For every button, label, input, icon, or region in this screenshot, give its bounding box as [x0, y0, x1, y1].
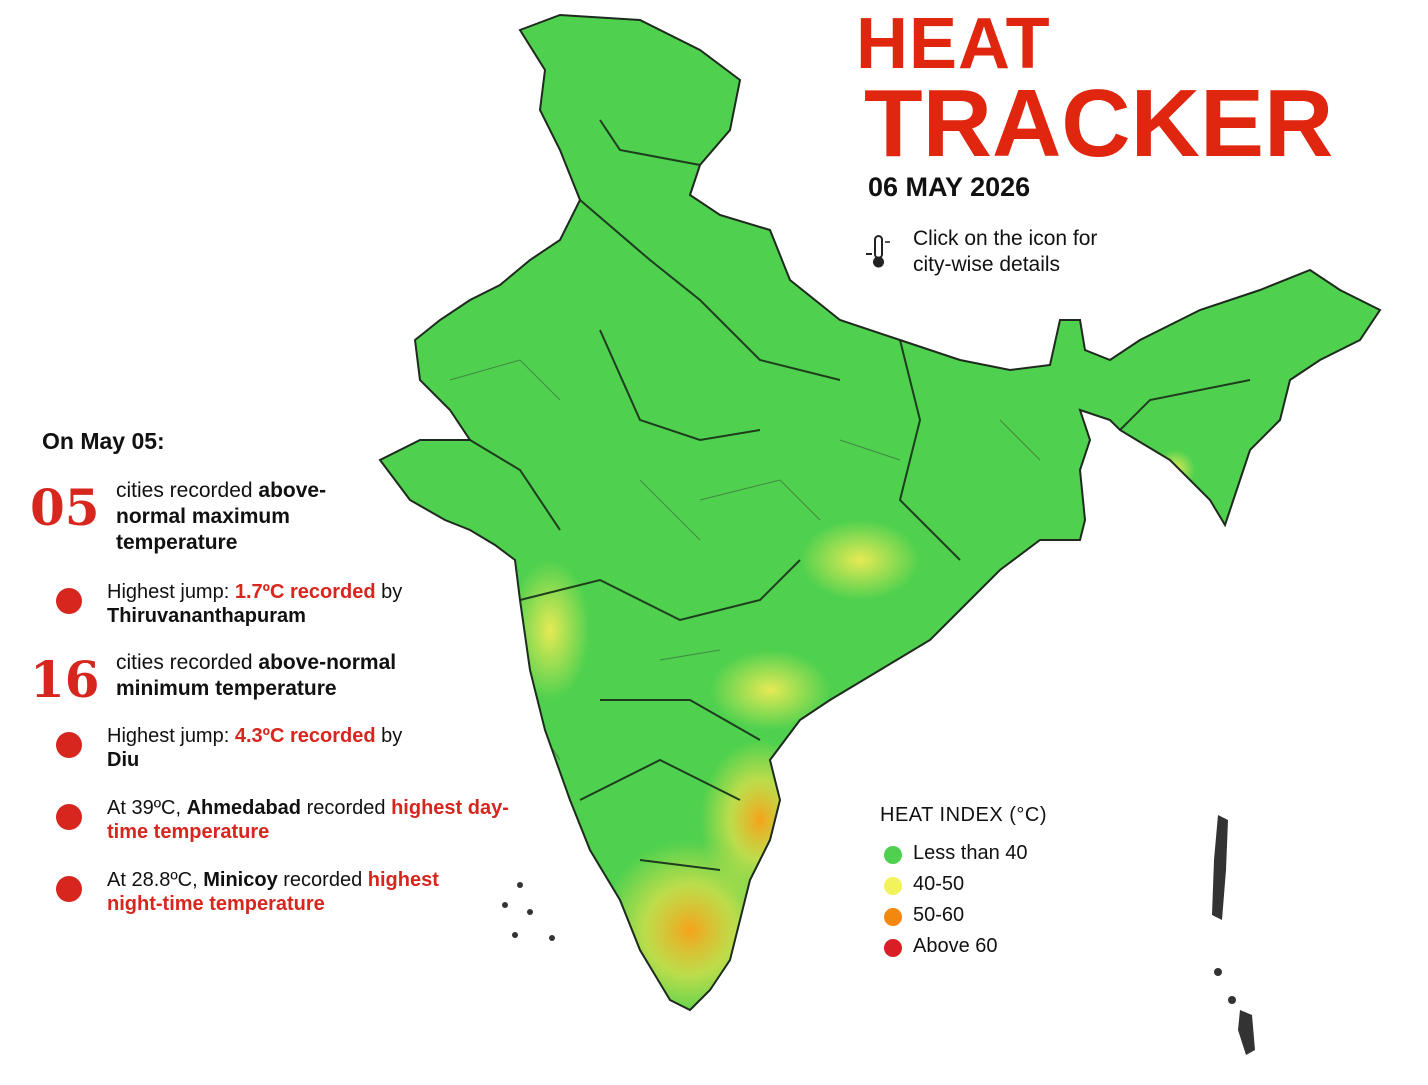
summary-heading: On May 05: [42, 428, 165, 454]
hint: Click on the icon for city-wise details [913, 227, 1098, 276]
bullet-dot [56, 804, 82, 830]
date: 06 MAY 2026 [868, 172, 1031, 202]
text-run: At 39ºC, [107, 797, 187, 819]
text-run: Highest jump: [107, 581, 235, 603]
text-run: Minicoy [203, 869, 278, 891]
text-run: cities recorded [116, 479, 259, 502]
legend-swatch [884, 939, 902, 957]
bullet-dot [56, 876, 82, 902]
legend-swatch [884, 908, 902, 926]
text-run: by [375, 581, 403, 603]
text-run: recorded [277, 869, 368, 891]
thermometer-icon[interactable] [862, 234, 894, 270]
bullet-dot [56, 732, 82, 758]
text-run: above-normal minimum temperature [116, 651, 397, 700]
bullet-text: At 39ºC, Ahmedabad recorded highest day-… [107, 796, 512, 844]
text-run: recorded [301, 797, 392, 819]
stat-number: 05 [30, 478, 100, 537]
legend-swatch [884, 877, 902, 895]
text-run: highest night-time temperature [107, 869, 439, 915]
text-run: highest day-time temperature [107, 797, 509, 843]
legend-label: Above 60 [913, 935, 998, 957]
legend-label: Less than 40 [913, 842, 1028, 864]
bullet-text: Highest jump: 4.3ºC recorded by Diu [107, 724, 427, 772]
stat-text: cities recorded above-normal maximum tem… [116, 478, 381, 556]
legend-label: 50-60 [913, 904, 965, 926]
title-line: HEAT [856, 4, 1051, 84]
stat-number: 16 [30, 650, 100, 709]
text-run: Thiruvananthapuram [107, 605, 306, 627]
bullet-dot [56, 588, 82, 614]
legend-swatch [884, 846, 902, 864]
text-run: 1.7ºC recorded [234, 581, 376, 603]
title-line: TRACKER [864, 70, 1334, 177]
stat-text: cities recorded above-normal minimum tem… [116, 650, 451, 702]
text-run: cities recorded [116, 651, 259, 674]
bullet-text: At 28.8ºC, Minicoy recorded highest nigh… [107, 868, 492, 916]
text-run: Ahmedabad [186, 797, 302, 819]
legend-title: HEAT INDEX (°C) [880, 804, 1047, 826]
text-run: Diu [107, 749, 140, 771]
text-run: Highest jump: [107, 725, 235, 747]
text-run: 4.3ºC recorded [234, 725, 376, 747]
islands [502, 815, 1255, 1055]
legend-label: 40-50 [913, 873, 965, 895]
text-run: above-normal maximum temperature [116, 479, 327, 554]
text-run: by [375, 725, 403, 747]
text-run: At 28.8ºC, [107, 869, 204, 891]
bullet-text: Highest jump: 1.7ºC recorded by Thiruvan… [107, 580, 452, 628]
